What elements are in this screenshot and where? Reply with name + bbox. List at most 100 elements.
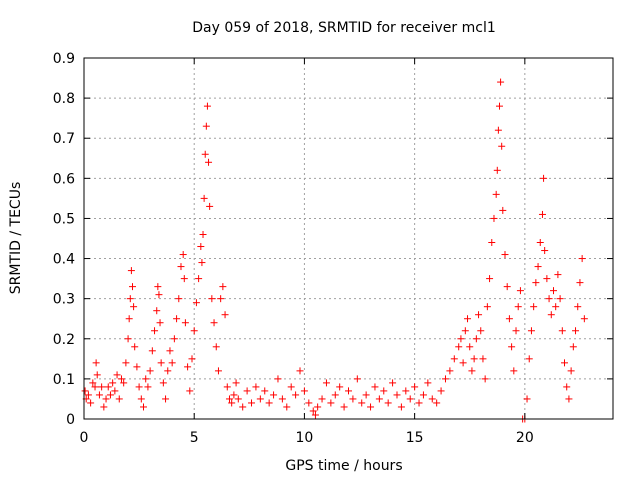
data-point (327, 399, 335, 407)
data-point (115, 395, 123, 403)
data-point (572, 327, 580, 335)
data-point (221, 311, 229, 319)
data-point (353, 375, 361, 383)
x-tick-label: 15 (406, 430, 424, 446)
data-point (457, 335, 465, 343)
data-point (411, 383, 419, 391)
y-tick-label: 0.4 (53, 252, 75, 268)
data-point (128, 283, 136, 291)
data-point (144, 383, 152, 391)
data-point (565, 395, 573, 403)
data-point (208, 295, 216, 303)
data-point (188, 355, 196, 363)
data-point (228, 399, 236, 407)
ticks-layer: 0 0.1 0.2 0.3 0.4 0.5 0.6 0.7 0.8 0.9 0 5 10 15 20 (53, 51, 613, 446)
data-point (210, 319, 218, 327)
data-point (459, 359, 467, 367)
data-point (198, 259, 206, 267)
data-point (358, 399, 366, 407)
data-point (472, 335, 480, 343)
data-point (481, 375, 489, 383)
y-tick-label: 0.6 (53, 171, 75, 187)
data-point (536, 239, 544, 247)
data-point (100, 403, 108, 411)
data-point (441, 375, 449, 383)
y-tick-label: 0 (66, 412, 75, 428)
data-point (563, 383, 571, 391)
data-point (87, 399, 95, 407)
data-point (543, 275, 551, 283)
data-point (527, 327, 535, 335)
data-point (541, 247, 549, 255)
data-point (219, 283, 227, 291)
data-point (168, 359, 176, 367)
data-point (217, 295, 225, 303)
data-point (424, 379, 432, 387)
data-point (151, 327, 159, 335)
data-point (256, 395, 264, 403)
data-point (345, 387, 352, 395)
data-point (131, 343, 139, 351)
data-point (380, 387, 388, 395)
data-point (173, 315, 181, 323)
data-point (175, 295, 183, 303)
data-point (154, 283, 162, 291)
data-point (234, 395, 242, 403)
data-point (179, 251, 187, 259)
data-point (340, 403, 348, 411)
data-point (239, 403, 247, 411)
data-point (104, 383, 112, 391)
data-point (177, 263, 185, 271)
data-point (95, 391, 103, 399)
data-point (184, 363, 192, 371)
data-point (192, 299, 200, 307)
chart-title: Day 059 of 2018, SRMTID for receiver mcl… (192, 20, 496, 36)
data-point (549, 287, 557, 295)
data-point (501, 251, 509, 259)
data-point (371, 383, 379, 391)
data-point (492, 190, 500, 198)
data-point (120, 379, 128, 387)
data-point (406, 395, 414, 403)
data-point (367, 403, 375, 411)
data-point (92, 359, 100, 367)
data-point (510, 367, 518, 375)
data-point (558, 327, 566, 335)
data-point (252, 383, 260, 391)
data-point (503, 283, 511, 291)
data-point (305, 399, 313, 407)
data-point (349, 395, 357, 403)
data-point (180, 275, 188, 283)
data-point (261, 387, 269, 395)
data-point (292, 391, 300, 399)
data-point (278, 395, 286, 403)
data-point (397, 403, 405, 411)
data-point (567, 367, 575, 375)
data-point (212, 343, 220, 351)
data-point (287, 383, 295, 391)
data-point (468, 367, 476, 375)
data-point (127, 267, 135, 275)
data-point (142, 375, 150, 383)
data-point (574, 303, 582, 311)
data-point (402, 387, 410, 395)
y-tick-label: 0.7 (53, 131, 75, 147)
data-point (446, 367, 454, 375)
y-tick-label: 0.1 (53, 372, 75, 388)
data-point (477, 327, 485, 335)
data-point (155, 291, 163, 299)
data-point (102, 395, 110, 403)
data-point (475, 311, 483, 319)
data-point (159, 379, 167, 387)
x-tick-label: 20 (516, 430, 534, 446)
data-point (156, 319, 164, 327)
data-point (532, 279, 540, 287)
data-point (126, 295, 134, 303)
data-point (206, 202, 214, 210)
data-point (554, 271, 562, 279)
data-point (214, 367, 222, 375)
data-point (495, 102, 503, 110)
data-point (516, 287, 524, 295)
